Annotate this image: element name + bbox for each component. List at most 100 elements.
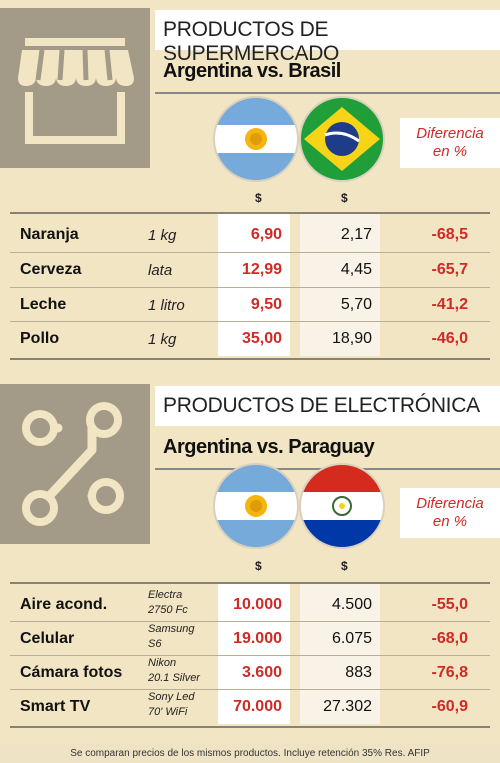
price-paraguay: 4.500 [331, 596, 372, 613]
circuit-icon [22, 402, 124, 526]
product-unit: 1 kg [148, 227, 177, 244]
table-row: Smart TV Sony Led 70' WiFi 70.000 27.302 … [0, 690, 500, 724]
product-model: Samsung S6 [148, 622, 218, 652]
argentina-flag [212, 462, 300, 550]
argentina-column-bg [218, 584, 290, 724]
model-line2: 20.1 Silver [148, 672, 200, 684]
diff-header-line2: en % [432, 513, 468, 530]
product-name: Celular [20, 630, 75, 647]
product-unit: 1 kg [148, 331, 177, 348]
price-paraguay: 27.302 [323, 698, 372, 715]
price-paraguay: 6.075 [331, 630, 372, 647]
price-brazil: 18,90 [331, 330, 372, 347]
product-name: Naranja [20, 226, 79, 243]
diff-header-line1: Diferencia [416, 125, 484, 142]
price-argentina: 9,50 [250, 296, 282, 313]
section-subtitle: Argentina vs. Paraguay [163, 436, 375, 458]
section-title-box: PRODUCTOS DE ELECTRÓNICA [155, 386, 500, 426]
model-line1: Electra [148, 589, 183, 601]
storefront-icon [18, 38, 134, 144]
model-line2: 70' WiFi [148, 706, 188, 718]
circuit-icon-box [0, 384, 150, 544]
row-divider [10, 621, 490, 622]
row-divider [10, 287, 490, 288]
table-top-rule [10, 212, 490, 214]
other-column-bg [300, 584, 380, 724]
price-argentina: 3.600 [241, 664, 282, 681]
product-unit: 1 litro [148, 297, 185, 314]
price-argentina: 12,99 [241, 261, 282, 278]
model-line2: 2750 Fc [148, 604, 188, 616]
product-unit: lata [148, 262, 173, 279]
table-row: Aire acond. Electra 2750 Fc 10.000 4.500 … [0, 588, 500, 622]
paraguay-flag [298, 462, 386, 550]
product-name: Aire acond. [20, 596, 108, 613]
table-bottom-rule [10, 726, 490, 728]
product-name: Cerveza [20, 261, 82, 278]
diff-header: Diferencia en % [400, 488, 500, 538]
other-column-bg [300, 214, 380, 356]
storefront-icon-box [0, 8, 150, 168]
row-divider [10, 321, 490, 322]
model-line1: Sony Led [148, 691, 195, 703]
table-top-rule [10, 582, 490, 584]
price-argentina: 6,90 [250, 226, 282, 243]
section-title: PRODUCTOS DE SUPERMERCADO [163, 18, 340, 65]
currency-label-br: $ [341, 191, 348, 205]
price-difference: -41,2 [431, 296, 468, 313]
table-row: Celular Samsung S6 19.000 6.075 -68,0 [0, 622, 500, 656]
table-row: Leche 1 litro 9,50 5,70 -41,2 [0, 288, 500, 322]
model-line1: Samsung [148, 623, 195, 635]
currency-label-ar: $ [255, 191, 262, 205]
product-name: Leche [20, 296, 67, 313]
supermarket-section: PRODUCTOS DE SUPERMERCADO Argentina vs. … [0, 0, 500, 370]
product-model: Electra 2750 Fc [148, 588, 218, 618]
price-argentina: 35,00 [241, 330, 282, 347]
price-difference: -55,0 [431, 596, 468, 613]
table-row: Cámara fotos Nikon 20.1 Silver 3.600 883 … [0, 656, 500, 690]
product-name: Cámara fotos [20, 664, 123, 681]
price-difference: -60,9 [431, 698, 468, 715]
footnote: Se comparan precios de los mismos produc… [0, 744, 500, 763]
price-difference: -65,7 [431, 261, 468, 278]
product-name: Pollo [20, 330, 60, 347]
product-name: Smart TV [20, 698, 91, 715]
electronics-section: PRODUCTOS DE ELECTRÓNICA Argentina vs. P… [0, 376, 500, 746]
price-difference: -46,0 [431, 330, 468, 347]
price-argentina: 10.000 [233, 596, 282, 613]
row-divider [10, 655, 490, 656]
section-title-box: PRODUCTOS DE SUPERMERCADO [155, 10, 500, 65]
section-title: PRODUCTOS DE ELECTRÓNICA [163, 394, 480, 417]
diff-header: Diferencia en % [400, 118, 500, 168]
diff-header-line2: en % [432, 143, 468, 160]
table-bottom-rule [10, 358, 490, 360]
argentina-column-bg [218, 214, 290, 356]
table-row: Pollo 1 kg 35,00 18,90 -46,0 [0, 322, 500, 356]
price-difference: -68,0 [431, 630, 468, 647]
argentina-flag [212, 95, 300, 183]
row-divider [10, 689, 490, 690]
diff-header-label: Diferencia en % [400, 495, 500, 531]
currency-label-ar: $ [255, 559, 262, 573]
product-model: Sony Led 70' WiFi [148, 690, 218, 720]
price-brazil: 2,17 [340, 226, 372, 243]
price-argentina: 70.000 [233, 698, 282, 715]
row-divider [10, 252, 490, 253]
divider [155, 92, 500, 94]
table-row: Cerveza lata 12,99 4,45 -65,7 [0, 253, 500, 287]
price-difference: -68,5 [431, 226, 468, 243]
price-brazil: 4,45 [340, 261, 372, 278]
diff-header-line1: Diferencia [416, 495, 484, 512]
price-difference: -76,8 [431, 664, 468, 681]
currency-label-py: $ [341, 559, 348, 573]
price-paraguay: 883 [345, 664, 372, 681]
price-brazil: 5,70 [340, 296, 372, 313]
model-line1: Nikon [148, 657, 177, 669]
product-model: Nikon 20.1 Silver [148, 656, 218, 686]
brazil-flag [298, 95, 386, 183]
diff-header-label: Diferencia en % [400, 125, 500, 161]
price-argentina: 19.000 [233, 630, 282, 647]
table-row: Naranja 1 kg 6,90 2,17 -68,5 [0, 218, 500, 252]
model-line2: S6 [148, 638, 162, 650]
section-subtitle: Argentina vs. Brasil [163, 60, 341, 82]
